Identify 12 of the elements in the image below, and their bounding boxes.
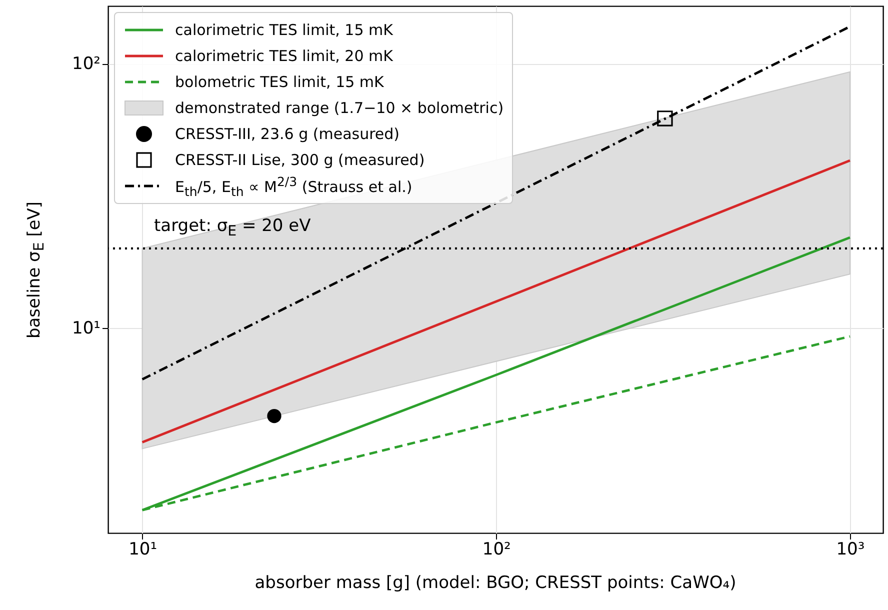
x-axis-title: absorber mass [g] (model: BGO; CRESST points: CaWO₄) [254,573,736,593]
legend-label: bolometric TES limit, 15 mK [175,73,384,91]
legend-label: calorimetric TES limit, 20 mK [175,47,393,65]
x-tick-label: 10² [482,540,511,560]
legend-label: calorimetric TES limit, 15 mK [175,21,393,39]
legend-label: E$_{th}$/5, E$_{th}$ ∝ M$^{2/3}$ (Strauss et al.) [175,174,412,198]
ref-line-label: target: σ$_{E}$ = 20 eV [154,216,311,240]
legend-label: CRESST-II Lise, 300 g (measured) [175,151,425,169]
legend-label: CRESST-III, 23.6 g (measured) [175,125,400,143]
x-tick-label: 10¹ [128,540,158,560]
x-tick-label: 10³ [836,540,865,560]
legend-label: demonstrated range (1.7−10 × bolometric) [175,99,504,117]
